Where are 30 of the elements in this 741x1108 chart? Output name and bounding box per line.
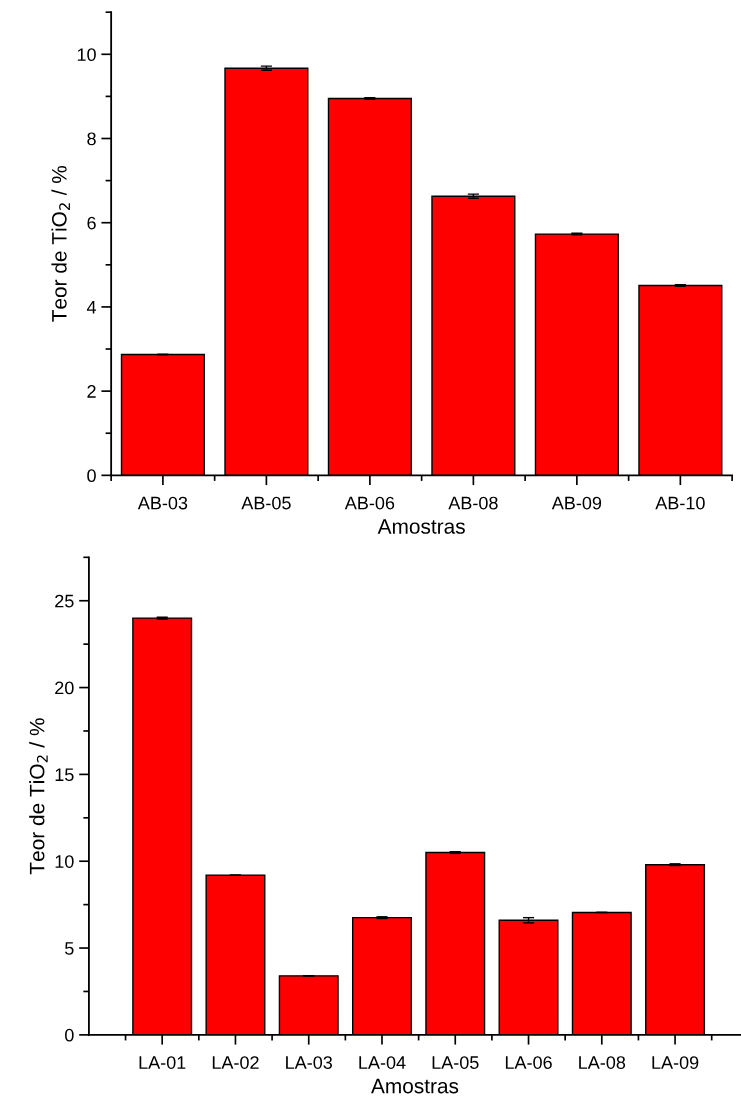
y-tick-label: 8 xyxy=(87,132,96,146)
x-tick-label: AB-08 xyxy=(448,496,498,510)
y-tick-label: 20 xyxy=(55,681,74,695)
y-axis-title: Teor de TiO$_{2}$ / % xyxy=(51,165,70,322)
x-tick-label: LA-02 xyxy=(212,1056,259,1069)
y-axis-title: Teor de TiO$_{2}$ / % xyxy=(29,718,48,875)
y-tick-label: 10 xyxy=(55,855,74,868)
x-tick-label: LA-08 xyxy=(579,1056,626,1069)
x-tick-label: LA-05 xyxy=(432,1056,479,1069)
y-tick-label: 2 xyxy=(87,385,96,398)
x-tick-label: LA-06 xyxy=(505,1056,552,1069)
y-tick-label: 4 xyxy=(86,301,97,314)
y-tick-label: 25 xyxy=(55,594,74,608)
y-tick-label: 0 xyxy=(65,1028,74,1042)
x-axis-title: Amostras xyxy=(377,519,465,534)
x-tick-label: AB-06 xyxy=(344,496,395,510)
y-tick-label: 10 xyxy=(77,48,96,62)
y-tick-label: 15 xyxy=(55,768,74,782)
x-tick-label: AB-03 xyxy=(137,496,188,510)
x-tick-label: AB-10 xyxy=(655,496,705,510)
x-tick-label: LA-04 xyxy=(359,1056,406,1069)
x-tick-label: LA-03 xyxy=(286,1056,333,1069)
x-tick-label: AB-09 xyxy=(551,496,602,510)
y-tick-label: 5 xyxy=(65,942,74,955)
x-tick-label: LA-09 xyxy=(652,1056,699,1069)
x-tick-label: AB-05 xyxy=(241,496,291,510)
y-tick-label: 0 xyxy=(87,469,96,483)
y-tick-label: 6 xyxy=(87,216,96,230)
x-tick-label: LA-01 xyxy=(139,1056,186,1069)
x-axis-title: Amostras xyxy=(371,1078,459,1094)
